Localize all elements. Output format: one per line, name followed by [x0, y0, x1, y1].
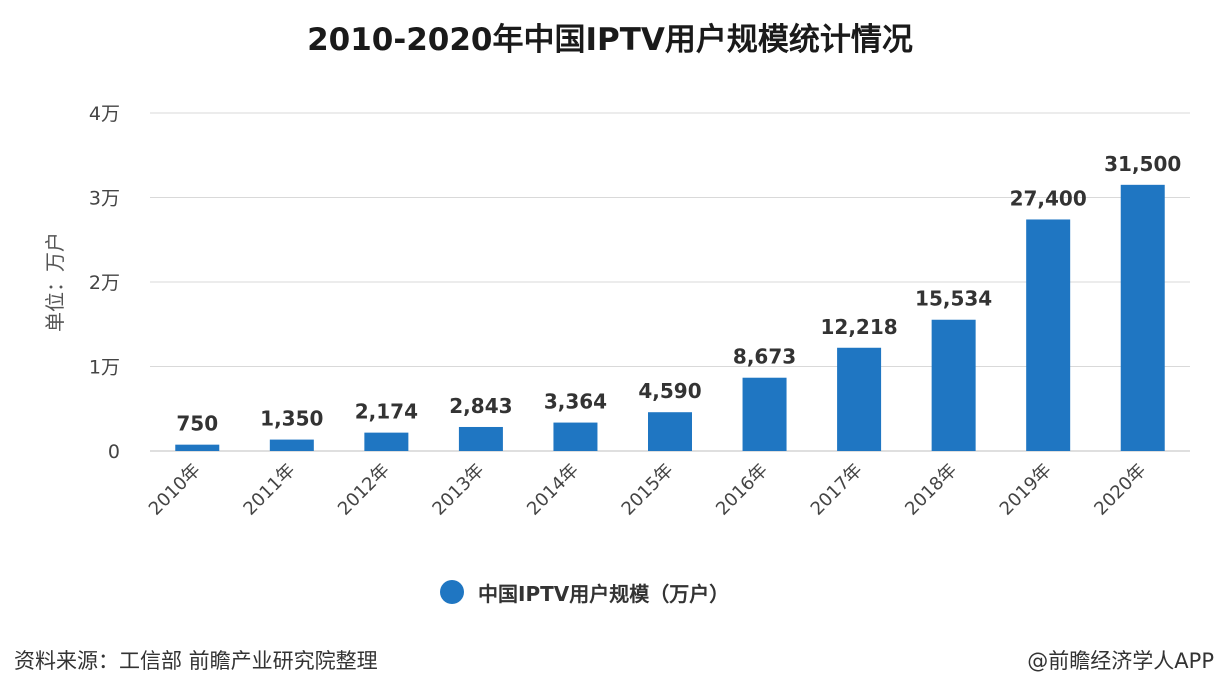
data-label: 31,500: [1104, 152, 1181, 176]
x-axis-ticks: 2010年 2011年 2012年 2013年 2014年 2015年 2016年 2017年…: [145, 460, 1150, 520]
bar: [1026, 219, 1071, 451]
legend-marker: [440, 580, 464, 604]
y-tick-label: 4万: [89, 103, 120, 125]
x-tick-label: 2018年: [901, 460, 961, 520]
bar: [742, 377, 787, 451]
gridlines: [150, 112, 1190, 452]
legend-label: 中国IPTV用户规模（万户）: [478, 581, 730, 606]
x-tick-label: 2016年: [712, 460, 772, 520]
data-label: 1,350: [260, 407, 323, 431]
x-tick-label: 2012年: [334, 460, 394, 520]
data-labels: 750 1,350 2,174 2,843 3,364 4,590 8,673 12,218 1…: [176, 152, 1181, 436]
data-label: 15,534: [915, 287, 992, 311]
bar: [648, 412, 692, 451]
data-label: 2,843: [449, 394, 512, 418]
x-tick-label: 2014年: [523, 460, 583, 520]
data-label: 8,673: [733, 345, 796, 369]
data-label: 12,218: [820, 315, 897, 339]
y-axis-ticks: 0 1万 2万 3万 4万: [89, 103, 120, 463]
x-tick-label: 2020年: [1090, 460, 1150, 520]
y-axis-label: 单位：万户: [43, 232, 67, 332]
brand-note: @前瞻经济学人APP: [1027, 649, 1214, 673]
x-tick-label: 2013年: [428, 460, 488, 520]
data-label: 4,590: [638, 379, 701, 403]
x-tick-label: 2017年: [807, 460, 867, 520]
y-tick-label: 0: [108, 441, 120, 463]
bars: [175, 184, 1165, 451]
bar: [837, 347, 882, 451]
chart-title: 2010-2020年中国IPTV用户规模统计情况: [307, 22, 913, 58]
bar: [458, 426, 503, 451]
data-label: 27,400: [1010, 186, 1087, 210]
bar: [175, 444, 220, 451]
y-tick-label: 2万: [89, 272, 120, 294]
bar: [553, 422, 598, 451]
data-label: 2,174: [355, 400, 418, 424]
y-tick-label: 3万: [89, 188, 120, 210]
bar: [269, 439, 314, 451]
data-label: 750: [176, 412, 218, 436]
source-note: 资料来源：工信部 前瞻产业研究院整理: [14, 649, 378, 673]
bar: [364, 432, 409, 451]
x-tick-label: 2015年: [618, 460, 678, 520]
bar: [1120, 184, 1165, 451]
bar: [931, 319, 976, 451]
data-label: 3,364: [544, 390, 607, 414]
x-tick-label: 2010年: [145, 460, 205, 520]
x-tick-label: 2019年: [996, 460, 1056, 520]
y-tick-label: 1万: [89, 357, 120, 379]
x-tick-label: 2011年: [239, 460, 299, 520]
legend: 中国IPTV用户规模（万户）: [440, 575, 729, 609]
